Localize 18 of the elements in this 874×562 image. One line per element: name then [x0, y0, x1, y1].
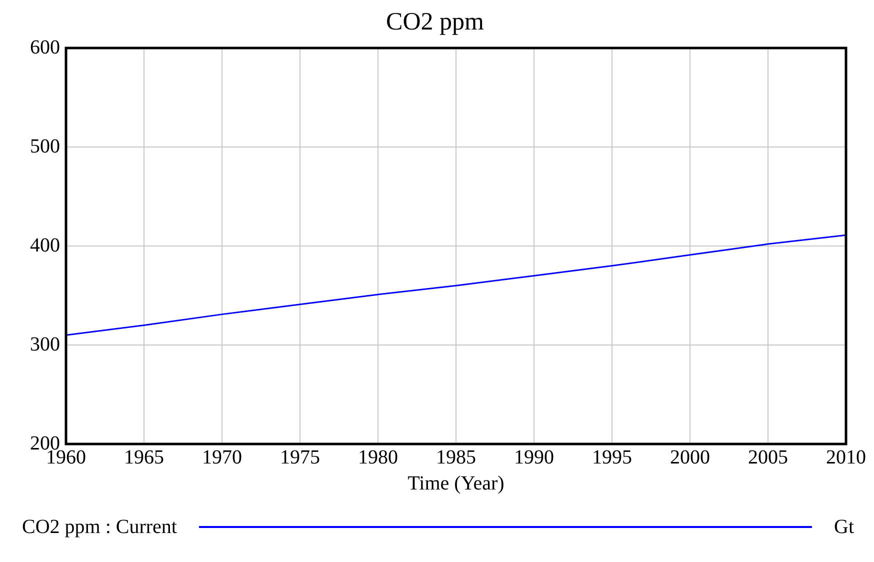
- chart-title: CO2 ppm: [386, 8, 485, 36]
- x-tick-label: 2000: [670, 446, 710, 468]
- x-tick-label: 1975: [280, 446, 320, 468]
- x-tick-label: 1995: [592, 446, 632, 468]
- x-tick-label: 1990: [514, 446, 554, 468]
- y-tick-label: 500: [30, 135, 60, 158]
- x-tick-label: 1985: [436, 446, 476, 468]
- text: CO2 ppm : Current: [22, 516, 177, 538]
- x-tick-label: 2010: [826, 446, 866, 468]
- x-axis-title: Time (Year): [408, 472, 504, 494]
- x-tick-label: 2005: [748, 446, 788, 468]
- text: Gt: [834, 516, 854, 538]
- x-tick-label: 1965: [124, 446, 164, 468]
- x-tick-label: 1970: [202, 446, 242, 468]
- y-tick-label: 300: [30, 333, 60, 356]
- x-tick-label: 1980: [358, 446, 398, 468]
- y-tick-label: 400: [30, 234, 60, 256]
- y-tick-label: 600: [30, 36, 60, 58]
